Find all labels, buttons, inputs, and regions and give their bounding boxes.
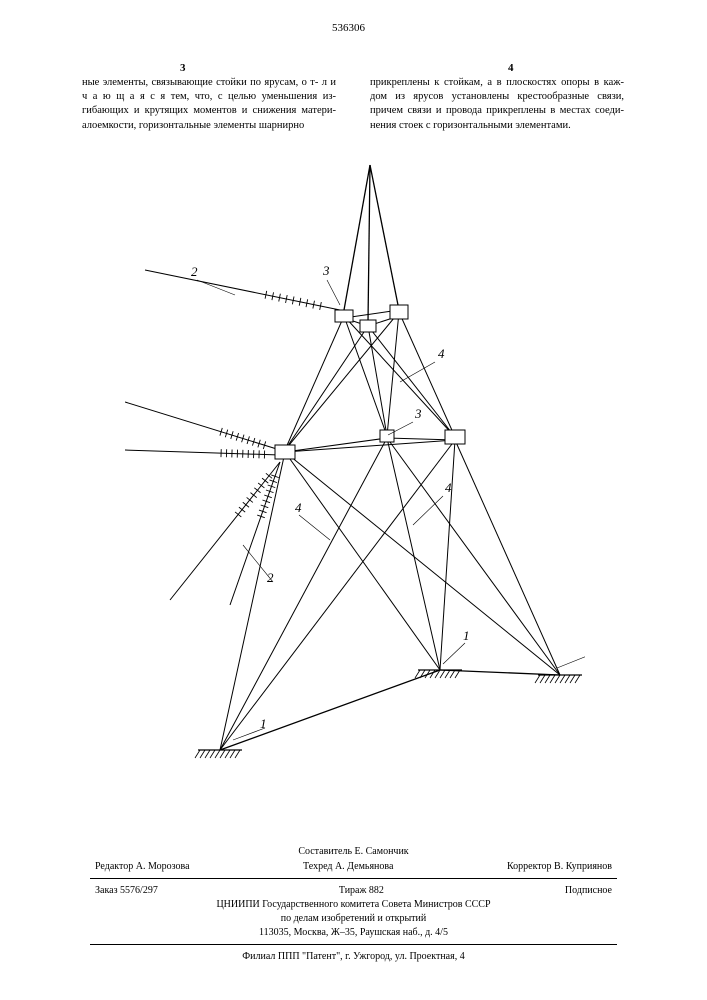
address1: 113035, Москва, Ж–35, Раушская наб., д. …: [0, 927, 707, 938]
editor: Редактор А. Морозова: [95, 861, 190, 872]
org2: по делам изобретений и открытий: [0, 913, 707, 924]
footer: Составитель Е. Самончик Редактор А. Моро…: [0, 843, 707, 962]
left-column: ные элементы, связывающие стойки по ярус…: [82, 76, 336, 133]
signed: Подписное: [565, 885, 612, 896]
svg-text:1: 1: [463, 628, 470, 643]
svg-text:3: 3: [414, 406, 422, 421]
compiler: Составитель Е. Самончик: [0, 846, 707, 857]
org1: ЦНИИПИ Государственного комитета Совета …: [0, 899, 707, 910]
svg-text:4: 4: [438, 346, 445, 361]
techred: Техред А. Демьянова: [303, 861, 393, 872]
svg-text:1: 1: [260, 716, 267, 731]
svg-text:2: 2: [267, 570, 274, 585]
right-column: прикреплены к стойкам, а в плоскостях оп…: [370, 76, 624, 133]
col-num-left: 3: [180, 62, 186, 74]
svg-text:4: 4: [295, 500, 302, 515]
svg-text:2: 2: [191, 264, 198, 279]
tower-diagram: 1112233444: [125, 150, 585, 760]
corrector: Корректор В. Куприянов: [507, 861, 612, 872]
svg-text:3: 3: [322, 263, 330, 278]
col-num-right: 4: [508, 62, 514, 74]
address2: Филиал ППП "Патент", г. Ужгород, ул. Про…: [0, 951, 707, 962]
order: Заказ 5576/297: [95, 885, 158, 896]
patent-number: 536306: [332, 22, 365, 34]
svg-text:4: 4: [445, 480, 452, 495]
tirazh: Тираж 882: [339, 885, 384, 896]
